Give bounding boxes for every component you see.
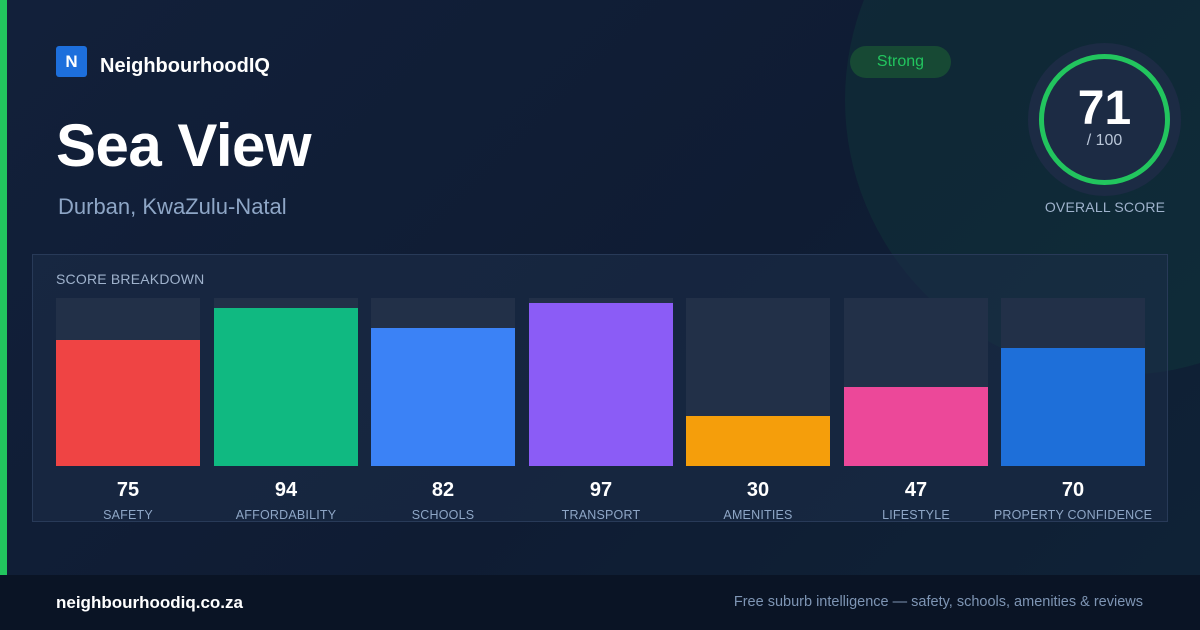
bar-value-label: 70 xyxy=(1061,479,1085,501)
bar-value-label: 75 xyxy=(116,479,140,501)
bar-affordability xyxy=(214,308,358,466)
bar-value-label: 47 xyxy=(904,479,928,501)
footer-site-link[interactable]: neighbourhoodiq.co.za xyxy=(56,593,243,612)
ring-progress xyxy=(1039,54,1170,185)
bar-category-label: AMENITIES xyxy=(723,508,793,522)
footer-tagline: Free suburb intelligence — safety, schoo… xyxy=(733,594,1143,610)
brand-name: NeighbourhoodIQ xyxy=(100,55,270,77)
bar-track-6 xyxy=(1001,298,1145,466)
bar-track-1 xyxy=(214,298,358,466)
logo-icon: N xyxy=(56,46,87,77)
bar-category-label: TRANSPORT xyxy=(561,508,641,522)
bar-value-label: 94 xyxy=(274,479,298,501)
bar-category-label: AFFORDABILITY xyxy=(235,508,337,522)
bar-safety xyxy=(56,340,200,466)
accent-bar xyxy=(0,0,7,575)
bar-track-0 xyxy=(56,298,200,466)
overall-score-ring xyxy=(1028,43,1181,196)
overall-score-value: 71 xyxy=(1077,82,1132,135)
bar-value-label: 30 xyxy=(746,479,770,501)
bar-schools xyxy=(371,328,515,466)
score-breakdown-chart: 75 SAFETY 94 AFFORDABILITY 82 SCHOOLS 97 TRANSP… xyxy=(56,298,1153,522)
overall-score-label: OVERALL SCORE xyxy=(1044,199,1166,215)
rating-badge: Strong xyxy=(850,46,951,78)
card-canvas: N NeighbourhoodIQ Sea View Durban, KwaZu… xyxy=(0,0,1200,575)
bar-value-label: 97 xyxy=(589,479,613,501)
bar-category-label: SCHOOLS xyxy=(411,508,475,522)
bar-track-4 xyxy=(686,298,830,466)
footer: neighbourhoodiq.co.za Free suburb intell… xyxy=(0,575,1200,630)
overall-score-max: / 100 xyxy=(1086,132,1123,149)
bar-amenities xyxy=(686,416,830,466)
score-ring-graphic xyxy=(1028,43,1181,196)
suburb-location: Durban, KwaZulu-Natal xyxy=(58,194,287,219)
suburb-title: Sea View xyxy=(56,112,312,179)
bar-category-label: LIFESTYLE xyxy=(882,508,950,522)
bar-property-confidence xyxy=(1001,348,1145,466)
bar-track-5 xyxy=(844,298,988,466)
score-breakdown-title: SCORE BREAKDOWN xyxy=(56,271,205,287)
bar-transport xyxy=(529,303,673,466)
bar-track-2 xyxy=(371,298,515,466)
bar-category-label: SAFETY xyxy=(103,508,153,522)
bar-track-3 xyxy=(529,298,673,466)
bar-category-label: PROPERTY CONFIDENCE xyxy=(993,508,1153,522)
bar-lifestyle xyxy=(844,387,988,466)
ring-background xyxy=(1028,43,1181,196)
bar-value-label: 82 xyxy=(431,479,455,501)
